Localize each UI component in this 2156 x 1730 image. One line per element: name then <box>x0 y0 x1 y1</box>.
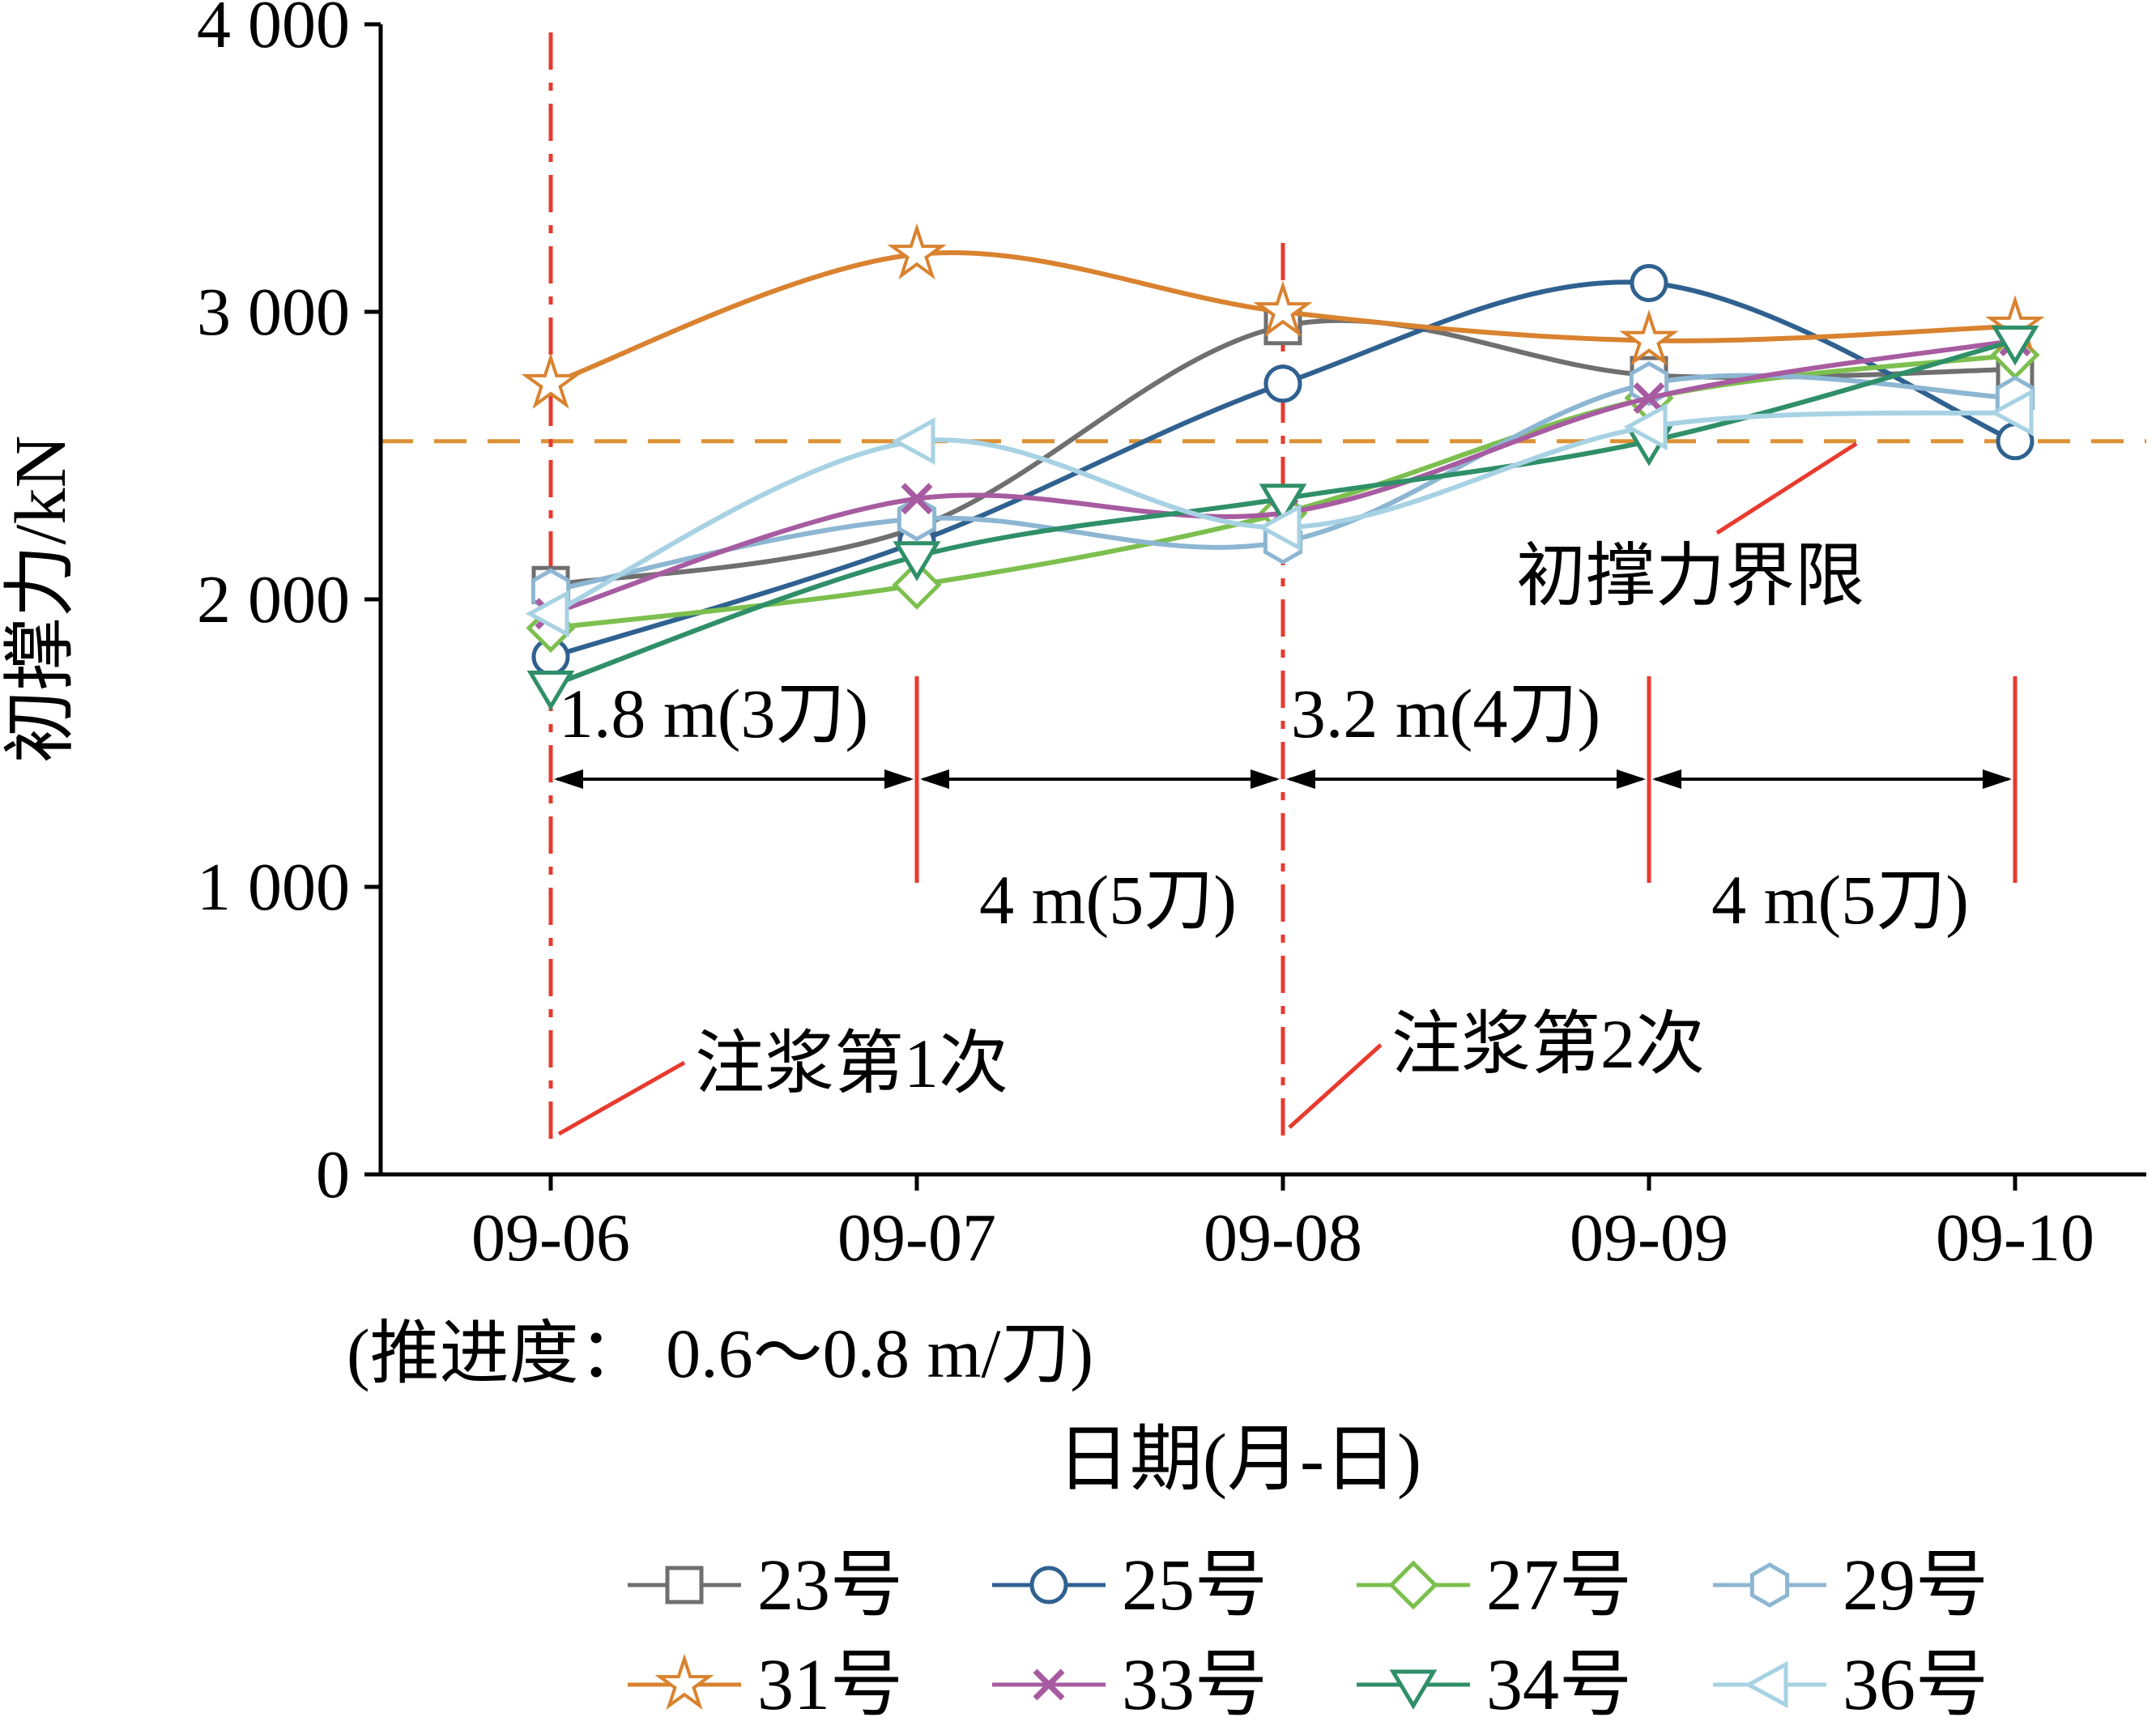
y-tick-label: 0 <box>316 1137 350 1212</box>
axes-group: 0 1 000 2 000 3 000 4 000 09-06 09-07 09-08 09-0… <box>1 0 2146 1500</box>
triangle-down-marker-icon <box>1389 1669 1438 1710</box>
legend-item-25号: 25号 <box>992 1545 1268 1626</box>
grouting-label-pointer <box>1288 1043 1383 1129</box>
x-axis-note: (推进度： 0.6～0.8 m/刀) <box>347 1315 1093 1392</box>
star-marker-icon <box>654 1653 714 1711</box>
legend-item-27号: 27号 <box>1357 1545 1632 1626</box>
diamond-marker-icon <box>1388 1560 1438 1610</box>
diamond-marker-icon <box>892 560 942 610</box>
x-tick-label: 09-10 <box>1936 1200 2094 1276</box>
legend-label: 33号 <box>1122 1645 1268 1725</box>
x-tick-label: 09-06 <box>471 1200 630 1276</box>
hexagon-marker-icon <box>897 496 937 542</box>
advance-label: 4 m(5刀) <box>1711 861 1969 939</box>
x-axis-title: 日期(月-日) <box>1057 1420 1421 1500</box>
series-31号 <box>521 223 2045 409</box>
arrowhead-left-icon <box>920 769 949 789</box>
triangle-left-marker-icon <box>891 417 935 465</box>
arrowhead-left-icon <box>1286 769 1315 789</box>
circle-marker-icon <box>1029 1566 1068 1604</box>
legend-label: 31号 <box>757 1645 903 1725</box>
limit-line-label: 初撑力界限 <box>1516 537 1864 615</box>
y-tick-label: 3 000 <box>197 275 350 350</box>
y-tick-label: 2 000 <box>197 562 350 637</box>
advance-label: 3.2 m(4刀) <box>1291 675 1600 752</box>
triangle-down-marker-icon <box>893 541 941 582</box>
x-marker-icon <box>901 483 933 515</box>
grouting-label: 注浆第2次 <box>1391 1005 1705 1083</box>
legend-label: 36号 <box>1843 1645 1988 1725</box>
arrowhead-right-icon <box>1617 769 1646 789</box>
triangle-left-marker-icon <box>525 590 569 637</box>
legend-label: 23号 <box>757 1545 903 1626</box>
arrowhead-right-icon <box>884 769 914 789</box>
circle-marker-icon <box>1630 264 1668 302</box>
x-tick-label: 09-09 <box>1570 1200 1728 1276</box>
triangle-down-marker-icon <box>1991 326 2039 366</box>
grouting-label: 注浆第1次 <box>695 1025 1008 1102</box>
advance-label: 4 m(5刀) <box>979 861 1237 939</box>
triangle-down-marker-icon <box>1259 484 1307 524</box>
star-marker-icon <box>1253 280 1313 338</box>
legend-item-34号: 34号 <box>1357 1645 1632 1725</box>
y-tick-label: 4 000 <box>197 0 350 62</box>
square-marker-icon <box>665 1566 704 1604</box>
legend-label: 29号 <box>1843 1545 1988 1626</box>
triangle-left-marker-icon <box>1257 504 1302 552</box>
arrowhead-right-icon <box>1251 769 1280 789</box>
triangle-left-marker-icon <box>1623 403 1668 451</box>
legend-item-33号: 33号 <box>992 1645 1268 1725</box>
triangle-down-marker-icon <box>526 671 575 711</box>
legend-label: 27号 <box>1486 1545 1632 1626</box>
star-marker-icon <box>1619 309 1679 366</box>
grouting-group: 注浆第1次 注浆第2次 <box>548 32 1705 1148</box>
axis-lines <box>378 24 2146 1177</box>
legend: 23号 25号 27号 29号 31号 33号 34号 36号 <box>628 1545 1988 1725</box>
x-marker-icon <box>1033 1668 1065 1701</box>
legend-label: 25号 <box>1122 1545 1268 1626</box>
legend-item-31号: 31号 <box>628 1645 903 1725</box>
circle-marker-icon <box>1263 364 1302 403</box>
legend-item-36号: 36号 <box>1713 1645 1988 1725</box>
star-marker-icon <box>521 352 581 409</box>
arrowhead-right-icon <box>1983 769 2012 789</box>
y-axis-title: 初撑力/kN <box>1 436 81 764</box>
x-tick-label: 09-07 <box>837 1200 996 1276</box>
y-tick-label: 1 000 <box>197 850 350 925</box>
triangle-left-marker-icon <box>1744 1660 1788 1709</box>
legend-item-29号: 29号 <box>1713 1545 1988 1626</box>
hexagon-marker-icon <box>1749 1562 1790 1608</box>
advance-label: 1.8 m(3刀) <box>559 675 868 752</box>
limit-line-group: 初撑力界限 <box>381 439 2146 615</box>
triangle-left-marker-icon <box>1989 389 2034 437</box>
x-marker-icon <box>1633 382 1665 414</box>
arrowhead-left-icon <box>554 769 583 789</box>
legend-label: 34号 <box>1486 1645 1632 1725</box>
arrowhead-left-icon <box>1652 769 1681 789</box>
limit-label-pointer <box>1715 441 1858 535</box>
advance-group: 1.8 m(3刀) 4 m(5刀) 3.2 m(4刀) 4 m(5刀) <box>554 675 2018 939</box>
grouting-label-pointer <box>557 1060 686 1136</box>
series-group <box>521 223 2045 711</box>
series-36号 <box>525 389 2034 637</box>
legend-item-23号: 23号 <box>628 1545 903 1626</box>
x-tick-label: 09-08 <box>1204 1200 1362 1276</box>
star-marker-icon <box>887 223 947 280</box>
